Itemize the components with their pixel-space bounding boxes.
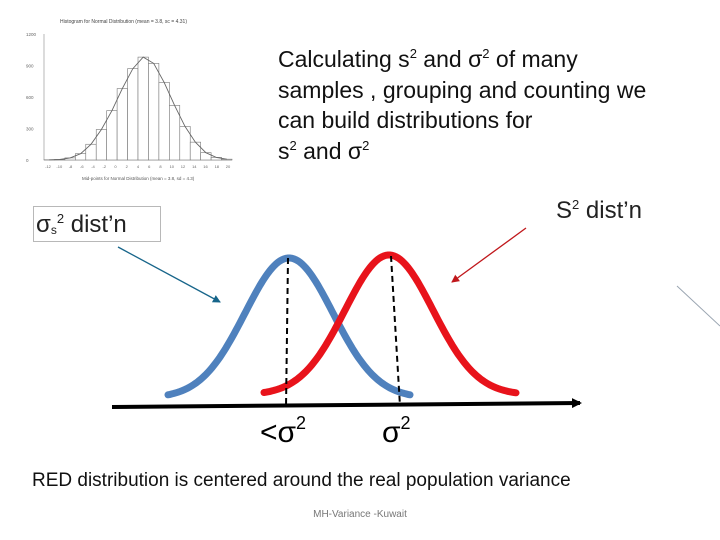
intro-line-3: can build distributions for — [278, 107, 533, 133]
histogram-x-tick-label: 8 — [159, 164, 162, 169]
histogram-y-tick-label: 0 — [26, 158, 29, 163]
intro-line-4: s2 and σ2 — [278, 137, 370, 164]
blue-center-dashed-line — [285, 257, 289, 409]
histogram-x-tick-label: -4 — [91, 164, 95, 169]
decorative-corner-line — [676, 285, 720, 327]
histogram-x-tick-label: 18 — [215, 164, 220, 169]
histogram-y-tick-label: 900 — [26, 64, 34, 69]
histogram-x-tick-label: 2 — [126, 164, 129, 169]
histogram-x-tick-label: 12 — [181, 164, 186, 169]
histogram-x-tick-label: -2 — [103, 164, 107, 169]
s2-distribution-curve — [260, 251, 520, 397]
sigma-s2-distribution-label: σs2 dist’n — [33, 206, 161, 242]
histogram-title: Histogram for Normal Distribution (mean … — [60, 19, 187, 25]
histogram-normal-curve — [49, 56, 227, 161]
horizontal-axis — [111, 398, 582, 409]
axis-label-sigma2: σ2 — [382, 413, 411, 449]
histogram-x-tick-label: 20 — [226, 164, 231, 169]
histogram-x-tick-label: -8 — [69, 164, 73, 169]
axis-label-less-than-sigma2: <σ2 — [260, 413, 307, 449]
histogram-xlabel: Mid-points for Normal Distribution (mean… — [82, 176, 195, 181]
blue-pointer-arrow — [117, 246, 221, 303]
histogram-x-tick-label: 10 — [170, 164, 175, 169]
histogram-y-tick-label: 600 — [26, 95, 34, 100]
histogram-x-tick-label: -10 — [56, 164, 63, 169]
histogram-bars — [43, 56, 233, 161]
histogram-x-ticks: -12 -10 -8 -6 -4 -2 0 2 4 6 8 10 12 14 16 18 20 — [45, 164, 231, 169]
histogram-x-tick-label: -6 — [80, 164, 84, 169]
histogram-x-tick-label: 14 — [192, 164, 197, 169]
histogram-y-ticks: 1200 900 600 300 0 — [26, 32, 37, 163]
histogram-x-tick-label: 4 — [137, 164, 140, 169]
histogram-x-tick-label: 0 — [114, 164, 117, 169]
histogram-figure: Histogram for Normal Distribution (mean … — [26, 19, 233, 181]
footer-text: MH-Variance -Kuwait — [313, 509, 407, 520]
histogram-y-tick-label: 1200 — [26, 32, 37, 37]
intro-line-2: samples , grouping and counting we — [278, 76, 647, 103]
red-center-dashed-line — [390, 255, 401, 407]
histogram-x-tick-label: 16 — [203, 164, 208, 169]
caption-text: RED distribution is centered around the … — [32, 470, 571, 491]
intro-text: Calculating s2 and σ2 of many samples , … — [278, 44, 708, 166]
sigma-s2-distribution-curve — [164, 254, 414, 399]
intro-line-1: Calculating s2 and σ2 of many — [278, 46, 578, 72]
s2-distribution-label: S2 dist’n — [556, 197, 642, 224]
histogram-y-tick-label: 300 — [26, 127, 34, 132]
red-pointer-arrow — [451, 227, 527, 283]
histogram-x-tick-label: -12 — [45, 164, 52, 169]
histogram-x-tick-label: 6 — [148, 164, 151, 169]
